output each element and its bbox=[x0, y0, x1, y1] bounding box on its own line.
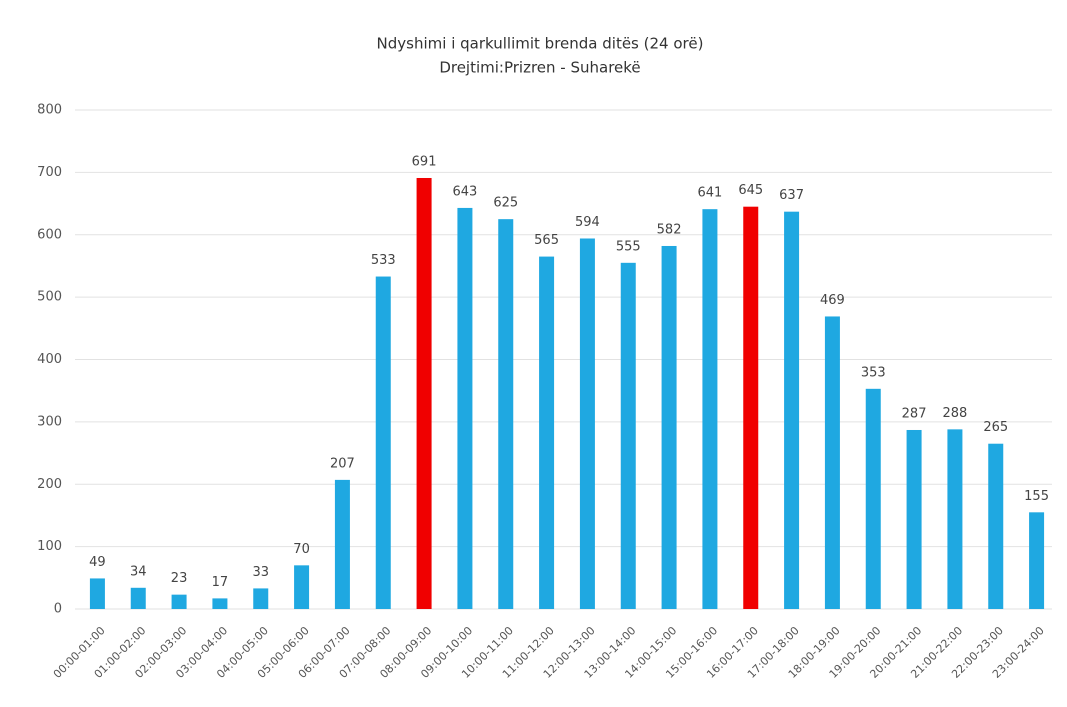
data-label: 594 bbox=[575, 215, 600, 230]
y-tick-label: 200 bbox=[37, 477, 62, 492]
data-label: 207 bbox=[330, 456, 355, 471]
bar bbox=[212, 598, 228, 609]
bar bbox=[171, 594, 187, 609]
data-label: 643 bbox=[453, 184, 478, 199]
y-tick-label: 400 bbox=[37, 352, 62, 367]
data-label: 625 bbox=[493, 196, 518, 211]
bar bbox=[865, 388, 881, 609]
data-label: 533 bbox=[371, 253, 396, 268]
data-label: 691 bbox=[412, 154, 437, 169]
data-label: 582 bbox=[657, 222, 682, 237]
bar bbox=[702, 209, 718, 609]
bar bbox=[743, 206, 759, 609]
bar bbox=[253, 588, 269, 609]
y-tick-label: 500 bbox=[37, 290, 62, 305]
bar bbox=[89, 578, 105, 609]
data-label: 23 bbox=[171, 571, 188, 586]
bar bbox=[334, 479, 350, 609]
bar bbox=[947, 429, 963, 609]
y-tick-label: 0 bbox=[54, 602, 62, 617]
y-tick-label: 300 bbox=[37, 414, 62, 429]
data-label: 17 bbox=[212, 575, 229, 590]
bar bbox=[824, 316, 840, 609]
data-label: 645 bbox=[738, 183, 763, 198]
chart-title: Ndyshimi i qarkullimit brenda ditës (24 … bbox=[377, 35, 704, 53]
data-label: 641 bbox=[698, 186, 723, 201]
data-label: 49 bbox=[89, 555, 106, 570]
bar bbox=[457, 207, 473, 609]
data-label: 565 bbox=[534, 233, 559, 248]
data-label: 34 bbox=[130, 564, 147, 579]
bar bbox=[661, 245, 677, 610]
data-label: 155 bbox=[1024, 489, 1049, 504]
bar bbox=[620, 262, 636, 609]
bar bbox=[988, 443, 1004, 609]
data-label: 288 bbox=[943, 406, 968, 421]
bar bbox=[375, 276, 391, 609]
data-label: 353 bbox=[861, 365, 886, 380]
bar bbox=[579, 238, 595, 609]
bar bbox=[416, 177, 432, 609]
data-label: 70 bbox=[293, 542, 310, 557]
chart-subtitle: Drejtimi:Prizren - Suharekë bbox=[439, 59, 640, 77]
data-label: 265 bbox=[983, 420, 1008, 435]
data-label: 637 bbox=[779, 188, 804, 203]
bar bbox=[130, 587, 146, 609]
bar bbox=[906, 429, 922, 609]
bar bbox=[784, 211, 800, 609]
data-label: 555 bbox=[616, 239, 641, 254]
y-tick-label: 700 bbox=[37, 165, 62, 180]
bar bbox=[1029, 512, 1045, 609]
y-tick-label: 800 bbox=[37, 103, 62, 118]
bar bbox=[539, 256, 555, 609]
bar bbox=[294, 565, 310, 609]
data-label: 33 bbox=[252, 565, 269, 580]
bar bbox=[498, 219, 514, 609]
data-label: 287 bbox=[902, 406, 927, 421]
y-tick-label: 100 bbox=[37, 539, 62, 554]
data-label: 469 bbox=[820, 293, 845, 308]
y-tick-label: 600 bbox=[37, 227, 62, 242]
